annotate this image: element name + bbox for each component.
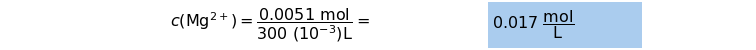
Text: $c(\mathrm{Mg}^{2+}) = \dfrac{0.0051\ \mathrm{mol}}{300\ (10^{-3})\mathrm{L}} =$: $c(\mathrm{Mg}^{2+}) = \dfrac{0.0051\ \m… bbox=[170, 6, 370, 44]
FancyBboxPatch shape bbox=[488, 2, 642, 48]
Text: $0.017\ \dfrac{\mathrm{mol}}{\mathrm{L}}$: $0.017\ \dfrac{\mathrm{mol}}{\mathrm{L}}… bbox=[491, 8, 575, 41]
